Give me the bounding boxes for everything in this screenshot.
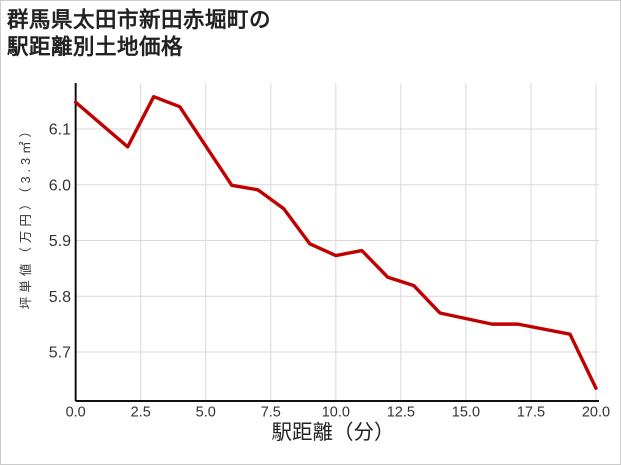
svg-text:5.7: 5.7 [49, 345, 71, 362]
svg-text:17.5: 17.5 [517, 405, 545, 421]
svg-text:5.9: 5.9 [49, 233, 71, 250]
svg-text:10.0: 10.0 [322, 405, 350, 421]
svg-text:駅距離（分）: 駅距離（分） [272, 421, 395, 444]
svg-text:20.0: 20.0 [582, 405, 610, 421]
svg-text:6.0: 6.0 [49, 177, 71, 194]
svg-text:12.5: 12.5 [387, 405, 415, 421]
svg-text:5.0: 5.0 [196, 405, 216, 421]
svg-text:15.0: 15.0 [452, 405, 480, 421]
svg-text:2.5: 2.5 [131, 405, 151, 421]
svg-text:7.5: 7.5 [261, 405, 281, 421]
svg-text:6.1: 6.1 [49, 122, 71, 139]
svg-text:5.8: 5.8 [49, 289, 71, 306]
svg-text:0.0: 0.0 [66, 405, 86, 421]
